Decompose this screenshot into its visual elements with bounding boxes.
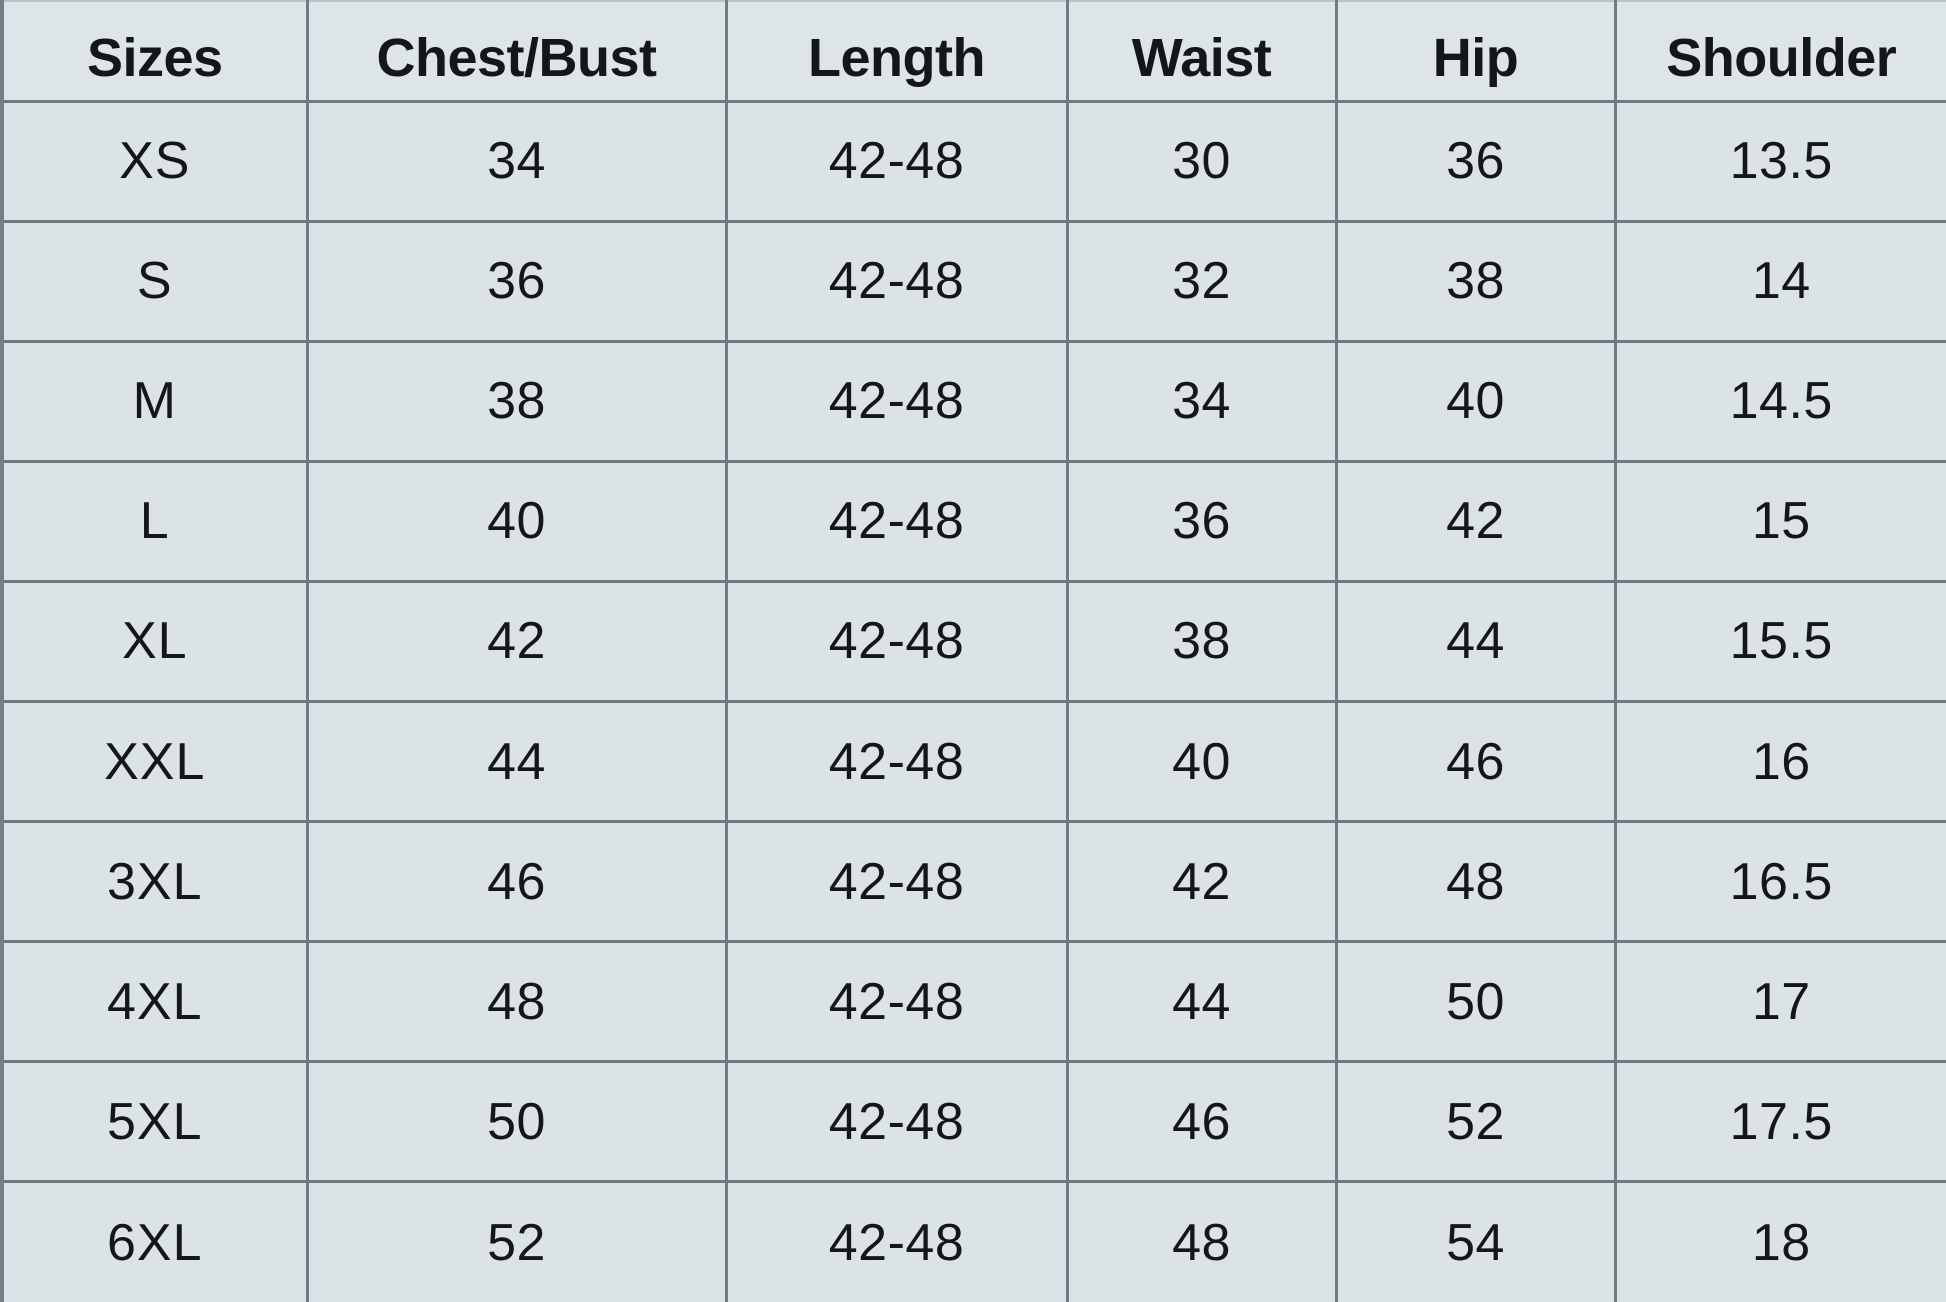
cell-size: 4XL [0,941,309,1064]
cell-length: 42-48 [726,1181,1069,1302]
cell-length: 42-48 [726,221,1069,343]
table-row: 4XL 48 42-48 44 50 17 [0,941,1946,1064]
cell-waist: 40 [1067,701,1338,824]
cell-hip: 42 [1336,461,1617,583]
cell-hip: 46 [1336,701,1617,824]
table-row: M 38 42-48 34 40 14.5 [0,341,1946,463]
cell-shoulder: 16.5 [1615,821,1946,944]
cell-size: XS [0,101,309,223]
cell-shoulder: 13.5 [1615,101,1946,223]
cell-waist: 38 [1067,581,1338,703]
cell-hip: 48 [1336,821,1617,944]
cell-size: L [0,461,309,583]
cell-chest: 38 [307,341,728,463]
table-row: S 36 42-48 32 38 14 [0,221,1946,343]
cell-chest: 48 [307,941,728,1064]
cell-hip: 44 [1336,581,1617,703]
cell-shoulder: 15.5 [1615,581,1946,703]
cell-hip: 54 [1336,1181,1617,1302]
table-row: XXL 44 42-48 40 46 16 [0,701,1946,824]
cell-hip: 50 [1336,941,1617,1064]
table-body: XS 34 42-48 30 36 13.5 S 36 42-48 32 38 … [0,101,1946,1302]
cell-shoulder: 15 [1615,461,1946,583]
cell-length: 42-48 [726,341,1069,463]
table-header: Sizes Chest/Bust Length Waist Hip Should… [0,0,1946,103]
table-row: XL 42 42-48 38 44 15.5 [0,581,1946,703]
cell-waist: 44 [1067,941,1338,1064]
column-header-shoulder: Shoulder [1615,0,1946,103]
cell-size: 5XL [0,1061,309,1184]
column-header-chest: Chest/Bust [307,0,728,103]
column-header-length: Length [726,0,1069,103]
cell-length: 42-48 [726,101,1069,223]
cell-length: 42-48 [726,821,1069,944]
column-header-sizes: Sizes [0,0,309,103]
column-header-hip: Hip [1336,0,1617,103]
header-row: Sizes Chest/Bust Length Waist Hip Should… [0,0,1946,103]
cell-chest: 52 [307,1181,728,1302]
table-row: 6XL 52 42-48 48 54 18 [0,1181,1946,1302]
cell-length: 42-48 [726,581,1069,703]
cell-hip: 36 [1336,101,1617,223]
cell-waist: 42 [1067,821,1338,944]
cell-waist: 48 [1067,1181,1338,1302]
cell-chest: 42 [307,581,728,703]
cell-size: XL [0,581,309,703]
cell-size: 3XL [0,821,309,944]
cell-chest: 46 [307,821,728,944]
cell-waist: 30 [1067,101,1338,223]
cell-hip: 40 [1336,341,1617,463]
cell-length: 42-48 [726,701,1069,824]
table-row: L 40 42-48 36 42 15 [0,461,1946,583]
cell-shoulder: 16 [1615,701,1946,824]
table-row: XS 34 42-48 30 36 13.5 [0,101,1946,223]
table-row: 3XL 46 42-48 42 48 16.5 [0,821,1946,944]
cell-length: 42-48 [726,461,1069,583]
cell-chest: 34 [307,101,728,223]
cell-size: S [0,221,309,343]
cell-size: 6XL [0,1181,309,1302]
cell-chest: 44 [307,701,728,824]
cell-waist: 32 [1067,221,1338,343]
table-row: 5XL 50 42-48 46 52 17.5 [0,1061,1946,1184]
cell-size: M [0,341,309,463]
cell-shoulder: 14 [1615,221,1946,343]
cell-shoulder: 17.5 [1615,1061,1946,1184]
cell-shoulder: 18 [1615,1181,1946,1302]
cell-waist: 34 [1067,341,1338,463]
cell-length: 42-48 [726,941,1069,1064]
cell-waist: 36 [1067,461,1338,583]
cell-waist: 46 [1067,1061,1338,1184]
cell-shoulder: 17 [1615,941,1946,1064]
cell-size: XXL [0,701,309,824]
cell-chest: 36 [307,221,728,343]
cell-chest: 40 [307,461,728,583]
cell-shoulder: 14.5 [1615,341,1946,463]
cell-length: 42-48 [726,1061,1069,1184]
cell-chest: 50 [307,1061,728,1184]
cell-hip: 52 [1336,1061,1617,1184]
column-header-waist: Waist [1067,0,1338,103]
cell-hip: 38 [1336,221,1617,343]
